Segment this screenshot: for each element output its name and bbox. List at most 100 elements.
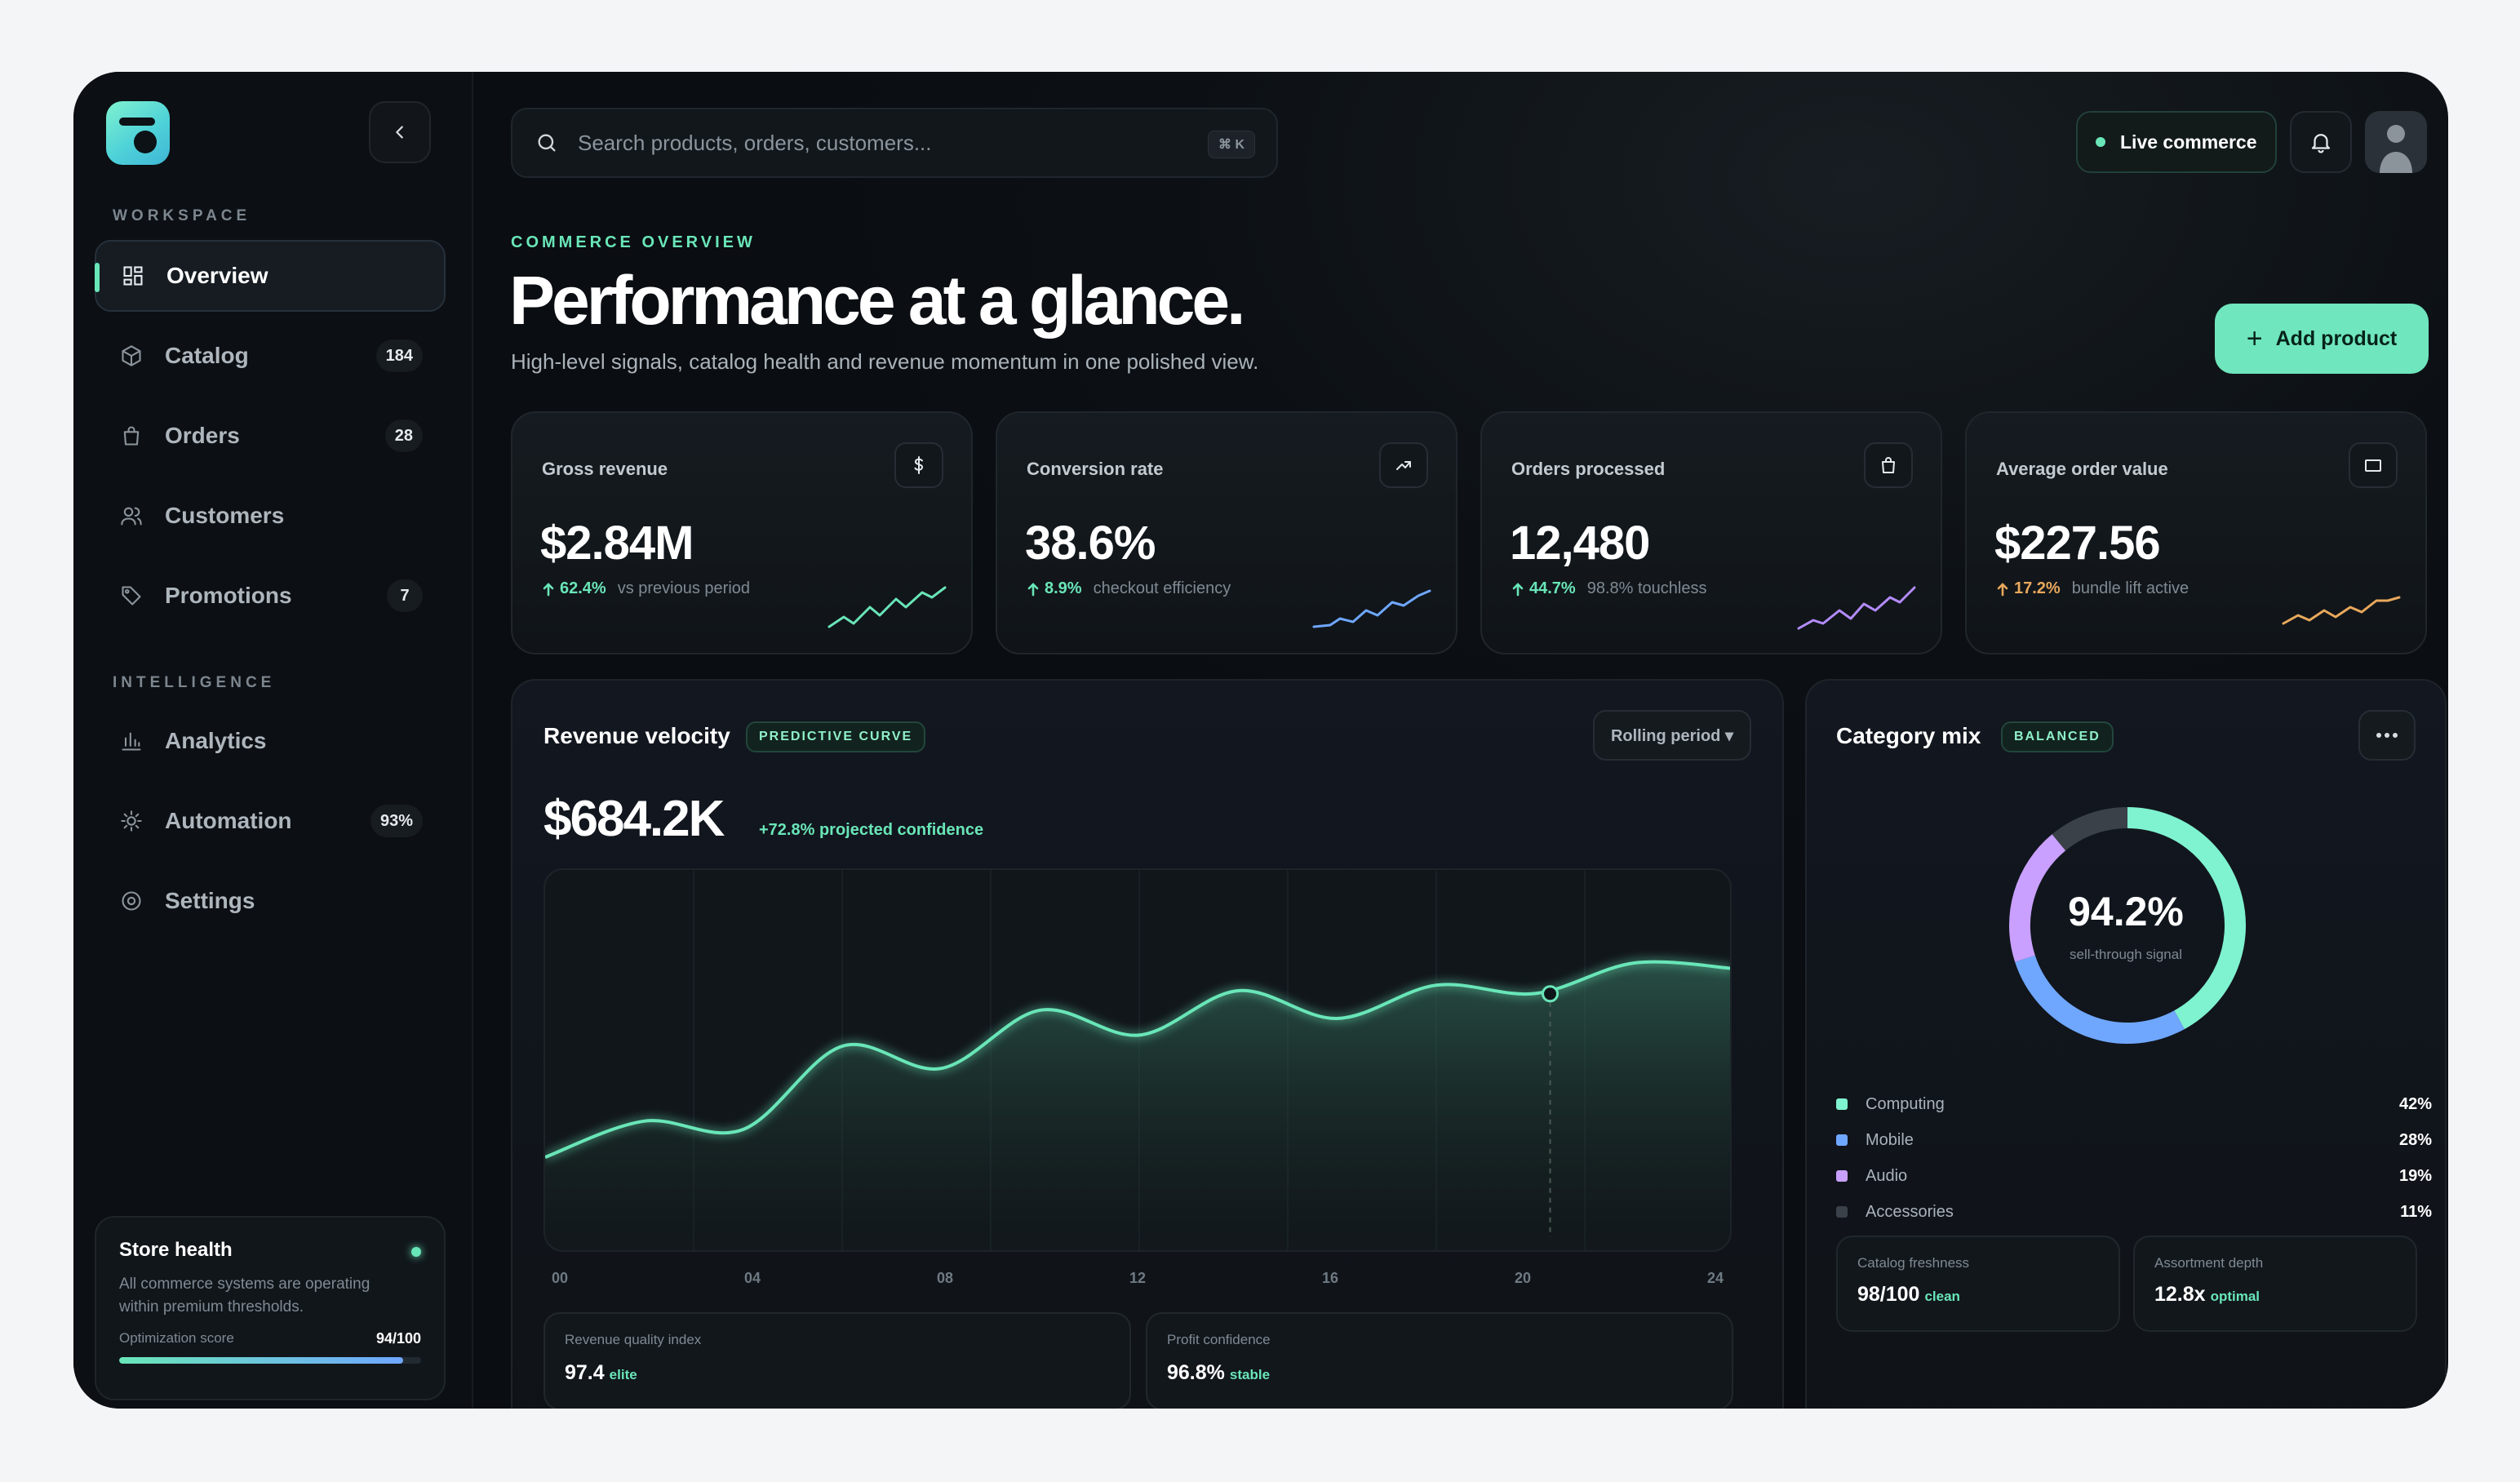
profit-confidence-label: Profit confidence — [1167, 1332, 1271, 1347]
legend-row[interactable]: Accessories 11% — [1836, 1200, 2432, 1224]
kpi-icon-button[interactable] — [1379, 442, 1428, 488]
optimization-progress-fill — [119, 1357, 403, 1364]
collapse-sidebar-button[interactable] — [369, 101, 431, 163]
legend-row[interactable]: Audio 19% — [1836, 1164, 2432, 1188]
sparkline-average-order-value — [2282, 596, 2401, 625]
sparkline-conversion-rate — [1312, 589, 1431, 628]
donut-slice-mobile[interactable] — [2015, 955, 2185, 1044]
kpi-change-note: 98.8% touchless — [1586, 579, 1707, 597]
sidebar-item-promotions[interactable]: Promotions 7 — [95, 560, 446, 632]
count-badge: 7 — [387, 579, 423, 612]
kpi-change-note: checkout efficiency — [1093, 579, 1231, 597]
category-mix-title: Category mix — [1836, 723, 1981, 748]
assortment-depth-value-row: 12.8x optimal — [2154, 1283, 2396, 1307]
kpi-card-gross-revenue[interactable]: Gross revenue $2.84M 62.4% vs previous p… — [511, 411, 973, 654]
catalog-freshness-label: Catalog freshness — [1857, 1255, 1970, 1271]
revenue-quality-value-row: 97.4 elite — [565, 1361, 1110, 1385]
kpi-value: 38.6% — [1025, 517, 1156, 570]
sidebar: WORKSPACE Overview Catalog 184 Orders 28… — [73, 72, 473, 1409]
keyboard-shortcut-hint: ⌘ K — [1208, 131, 1255, 158]
legend-row[interactable]: Computing 42% — [1836, 1092, 2432, 1116]
projected-confidence: +72.8% projected confidence — [759, 821, 984, 839]
bar-chart-icon — [119, 729, 144, 753]
dollar-icon — [914, 456, 924, 474]
sidebar-item-automation[interactable]: Automation 93% — [95, 785, 446, 857]
more-options-button[interactable] — [2358, 710, 2416, 761]
category-mix-panel: Category mix BALANCED 94.2% sell-through… — [1805, 679, 2447, 1409]
x-tick-label: 24 — [1706, 1270, 1724, 1286]
kpi-change: 62.4% vs previous period — [542, 579, 750, 598]
revenue-chart-svg — [545, 870, 1730, 1250]
kpi-icon-button[interactable] — [2349, 442, 2398, 488]
kpi-card-orders-processed[interactable]: Orders processed 12,480 44.7% 98.8% touc… — [1480, 411, 1942, 654]
card-icon — [2365, 459, 2381, 472]
revenue-chart[interactable] — [543, 868, 1732, 1252]
search-input[interactable] — [578, 130, 1149, 156]
arrow-up-icon — [543, 582, 554, 596]
add-product-button[interactable]: + Add product — [2215, 304, 2429, 374]
arrow-up-icon — [1512, 582, 1524, 596]
sidebar-item-overview[interactable]: Overview — [95, 240, 446, 312]
brand-logo[interactable] — [106, 101, 170, 165]
gear-icon — [119, 889, 144, 913]
legend-label: Accessories — [1866, 1202, 1954, 1221]
rolling-period-dropdown[interactable]: Rolling period ▾ — [1592, 710, 1751, 761]
kpi-icon-button[interactable] — [894, 442, 943, 488]
user-avatar[interactable] — [2365, 111, 2427, 173]
sell-through-value: 94.2% — [2068, 889, 2184, 934]
kpi-card-average-order-value[interactable]: Average order value $227.56 17.2% bundle… — [1965, 411, 2427, 654]
highlight-point[interactable] — [1542, 985, 1559, 1003]
live-commerce-button[interactable]: Live commerce — [2076, 111, 2277, 173]
notifications-button[interactable] — [2290, 111, 2352, 173]
sidebar-item-orders[interactable]: Orders 28 — [95, 400, 446, 472]
sidebar-item-catalog[interactable]: Catalog 184 — [95, 320, 446, 392]
sidebar-item-label: Settings — [165, 888, 255, 913]
section-label-workspace: WORKSPACE — [113, 207, 251, 224]
catalog-freshness-card: Catalog freshness 98/100 clean — [1836, 1236, 2120, 1332]
profit-confidence-value-row: 96.8% stable — [1167, 1361, 1712, 1385]
revenue-quality-value: 97.4 — [565, 1361, 605, 1384]
sidebar-item-analytics[interactable]: Analytics — [95, 705, 446, 777]
legend-percent: 28% — [2398, 1130, 2432, 1149]
revenue-value: $684.2K — [543, 791, 725, 847]
kpi-label: Orders processed — [1511, 459, 1666, 479]
plus-icon: + — [2246, 323, 2263, 354]
kpi-change: 17.2% bundle lift active — [1996, 579, 2189, 598]
bell-icon — [2311, 134, 2331, 153]
optimization-score-label: Optimization score — [119, 1330, 234, 1346]
predictive-curve-tag: PREDICTIVE CURVE — [746, 721, 926, 752]
x-tick-label: 08 — [936, 1270, 954, 1286]
sidebar-item-label: Orders — [165, 423, 240, 448]
category-donut-chart[interactable] — [1807, 762, 2448, 1105]
sidebar-item-label: Promotions — [165, 583, 292, 608]
kpi-change: 44.7% 98.8% touchless — [1511, 579, 1706, 598]
x-tick-label: 16 — [1321, 1270, 1339, 1286]
page-title: Performance at a glance. — [509, 262, 1245, 339]
kpi-icon-button[interactable] — [1864, 442, 1913, 488]
store-health-title: Store health — [119, 1239, 233, 1261]
legend-label: Mobile — [1866, 1130, 1914, 1149]
legend-row[interactable]: Mobile 28% — [1836, 1128, 2432, 1152]
assortment-depth-label: Assortment depth — [2154, 1255, 2264, 1271]
x-tick-label: 12 — [1129, 1270, 1147, 1286]
arrow-up-icon — [1997, 582, 2008, 596]
kpi-card-conversion-rate[interactable]: Conversion rate 38.6% 8.9% checkout effi… — [996, 411, 1457, 654]
donut-slice-accessories[interactable] — [2052, 807, 2128, 851]
kpi-change: 8.9% checkout efficiency — [1027, 579, 1231, 598]
legend-label: Computing — [1866, 1094, 1945, 1113]
count-badge: 28 — [384, 419, 423, 452]
legend-swatch — [1836, 1206, 1848, 1218]
search-bar[interactable]: ⌘ K — [511, 108, 1278, 178]
sidebar-item-settings[interactable]: Settings — [95, 865, 446, 937]
donut-slice-audio[interactable] — [2009, 834, 2066, 962]
x-tick-label: 04 — [743, 1270, 761, 1286]
legend-percent: 19% — [2398, 1166, 2432, 1185]
sidebar-item-label: Analytics — [165, 728, 267, 753]
catalog-freshness-qualifier: clean — [1924, 1289, 1960, 1304]
trend-up-icon — [1396, 461, 1411, 470]
donut-slice-computing[interactable] — [2127, 807, 2246, 1030]
sell-through-label: sell-through signal — [2070, 947, 2182, 962]
search-icon — [538, 134, 556, 152]
sidebar-item-customers[interactable]: Customers — [95, 480, 446, 552]
legend-swatch — [1836, 1170, 1848, 1182]
